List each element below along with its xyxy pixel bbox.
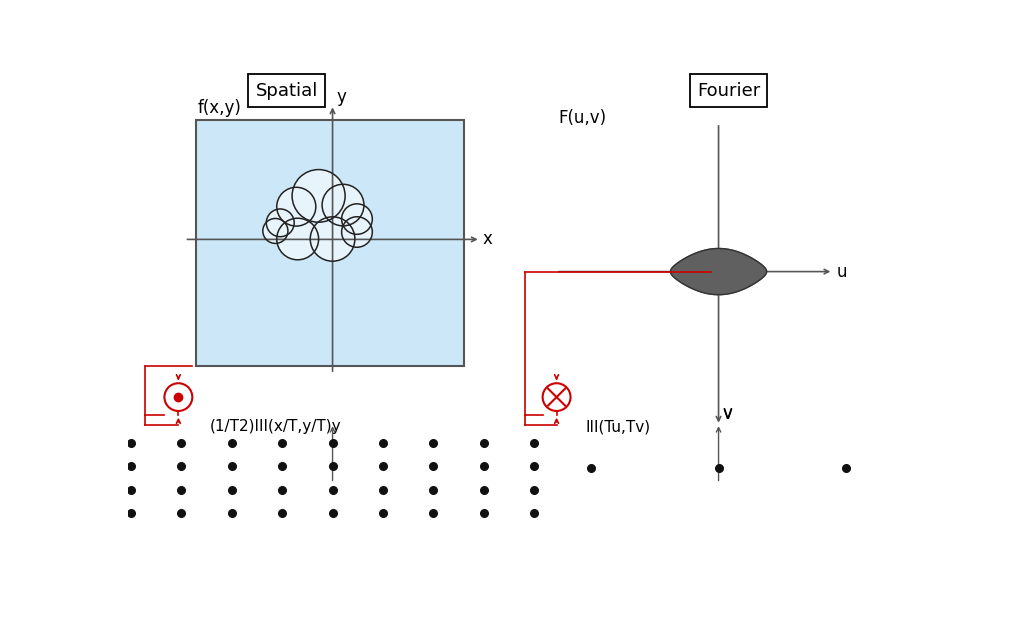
Circle shape [310,217,355,261]
Circle shape [266,209,294,237]
Text: Spatial: Spatial [256,82,318,100]
Circle shape [292,169,345,222]
Text: y: y [337,88,346,106]
Text: f(x,y): f(x,y) [198,99,242,117]
Text: x: x [483,230,493,248]
Text: III(Tu,Tv): III(Tu,Tv) [586,419,650,435]
Text: Fourier: Fourier [697,82,760,100]
Polygon shape [671,248,767,295]
Circle shape [342,204,373,234]
Circle shape [165,383,193,411]
Circle shape [342,217,373,247]
Circle shape [543,383,570,411]
Circle shape [276,218,318,260]
Text: F(u,v): F(u,v) [558,109,606,127]
Circle shape [323,184,364,226]
Text: v: v [722,405,732,423]
Text: (1/T2)III(x/T,y/T)y: (1/T2)III(x/T,y/T)y [209,419,341,435]
Text: v: v [722,404,732,422]
Text: u: u [837,263,847,281]
Circle shape [263,218,288,243]
Circle shape [276,187,315,226]
Bar [197,120,464,366]
